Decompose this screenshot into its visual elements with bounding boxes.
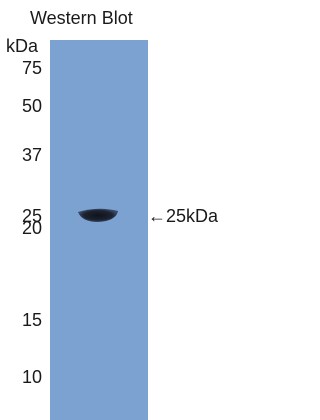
marker-label: 75 — [22, 58, 48, 78]
band-annotation: ←25kDa — [148, 206, 218, 226]
blot-figure: Western Blot kDa 75 50 37 25 20 15 10 ←2… — [0, 0, 241, 420]
marker-label: 50 — [22, 96, 48, 116]
gel-lane — [50, 40, 148, 420]
marker-label: 15 — [22, 310, 48, 330]
marker-label: 10 — [22, 367, 48, 387]
marker-label: 20 — [22, 218, 48, 238]
marker-label: 37 — [22, 145, 48, 165]
